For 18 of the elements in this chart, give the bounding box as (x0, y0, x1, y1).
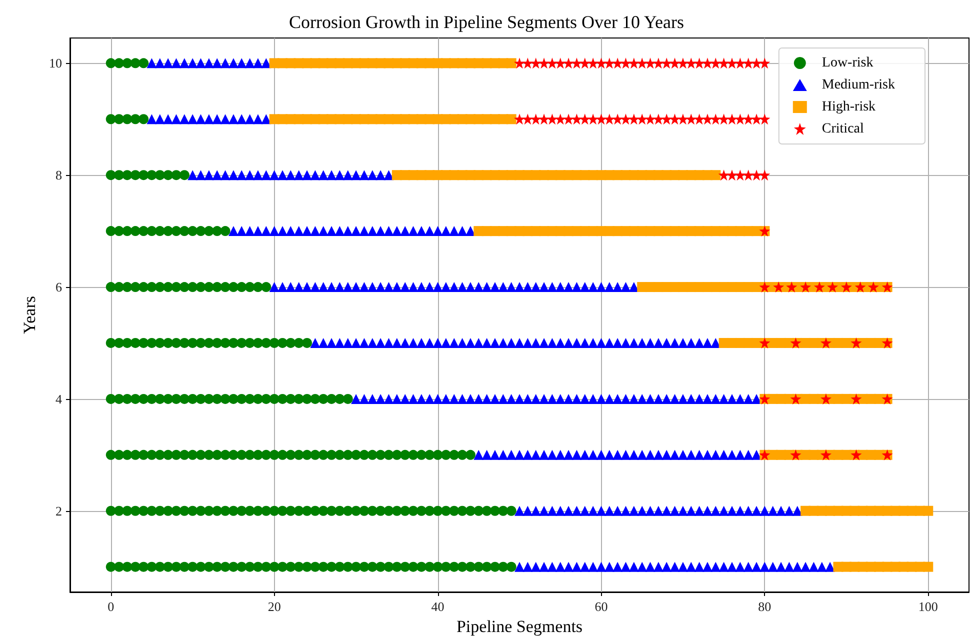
x-axis-title: Pipeline Segments (456, 617, 583, 636)
y-tick-label: 10 (49, 56, 62, 71)
x-tick-label: 80 (758, 599, 772, 614)
legend-label: High-risk (822, 100, 876, 114)
y-axis-title: Years (20, 296, 39, 334)
y-tick-label: 2 (56, 503, 62, 518)
x-tick-label: 60 (594, 599, 608, 614)
chart-title: Corrosion Growth in Pipeline Segments Over 10 Years (289, 12, 684, 32)
x-tick-label: 100 (918, 599, 938, 614)
x-tick-label: 20 (268, 599, 281, 614)
x-tick-label: 40 (431, 599, 444, 614)
y-tick-label: 4 (56, 391, 62, 406)
x-tick-label: 0 (108, 599, 114, 614)
legend-label: Medium-risk (822, 78, 896, 92)
y-tick-label: 8 (56, 168, 62, 183)
y-tick-label: 6 (56, 280, 62, 295)
legend-label: Critical (822, 122, 864, 136)
legend-label: Low-risk (822, 56, 874, 70)
